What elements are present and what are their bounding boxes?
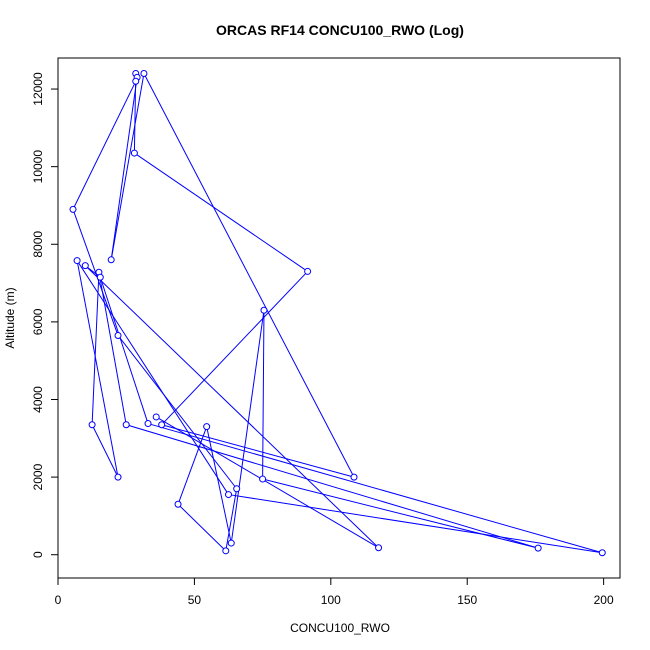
data-point [81,262,89,270]
series-segment [161,271,308,426]
chart-title: ORCAS RF14 CONCU100_RWO (Log) [216,22,464,38]
x-tick-label: 150 [457,593,477,607]
series-segment [206,426,232,544]
x-tick-label: 0 [55,593,62,607]
y-axis: 0 2000 4000 6000 8000 10000 12000 [31,72,59,558]
data-point [174,500,182,508]
y-tick-label: 0 [31,551,45,558]
data-point [304,267,312,275]
data-point [350,473,358,481]
data-point [152,413,160,421]
y-tick-label: 6000 [31,308,45,335]
series-segment [76,260,229,495]
data-point [114,473,122,481]
series-segment [91,424,119,478]
y-tick-label: 8000 [31,231,45,258]
x-axis-label: CONCU100_RWO [290,621,390,635]
series-segment [230,310,265,544]
data-point [260,306,268,314]
x-tick-label: 50 [188,593,202,607]
series-segment [147,423,603,554]
series-segment [155,416,379,549]
series-segment [262,310,265,480]
data-point [598,549,606,557]
x-axis: 0 50 100 150 200 [55,577,614,607]
y-tick-label: 12000 [31,72,45,106]
series-segment [76,260,119,478]
series-segment [110,77,138,260]
data-point [222,547,230,555]
data-point [114,331,122,339]
data-point [73,257,81,265]
series-points [69,70,606,557]
data-point [203,423,211,431]
series-segment [262,478,539,549]
y-tick-label: 4000 [31,386,45,413]
series-segment [84,265,379,549]
data-point [144,420,152,428]
series-segment [72,81,137,210]
series-segment [126,424,539,549]
series-segment [177,426,208,505]
data-point [122,421,130,429]
series-segment [225,488,238,551]
series-segment [91,272,100,425]
data-point [140,70,148,78]
data-point [69,205,77,213]
series-segment [117,335,238,490]
data-point [227,539,235,547]
data-point [375,544,383,552]
series-segment [143,73,355,478]
data-point [233,485,241,493]
series-segment [99,277,149,424]
series-segment [98,272,127,425]
series-segment [110,73,145,260]
series-segment [134,152,308,272]
data-point [130,149,138,157]
series-lines [72,73,603,554]
data-point [107,256,115,264]
y-tick-label: 2000 [31,463,45,490]
plot-frame [57,57,621,579]
data-point [158,421,166,429]
x-tick-label: 100 [321,593,341,607]
data-point [88,421,96,429]
data-point [96,273,104,281]
series-segment [177,503,227,552]
data-point [259,475,267,483]
data-point [132,77,140,85]
series-segment [228,494,603,554]
y-axis-label: Altitude (m) [3,287,17,348]
data-point [534,544,542,552]
y-tick-label: 10000 [31,150,45,184]
data-point [225,491,233,499]
x-tick-label: 200 [594,593,614,607]
